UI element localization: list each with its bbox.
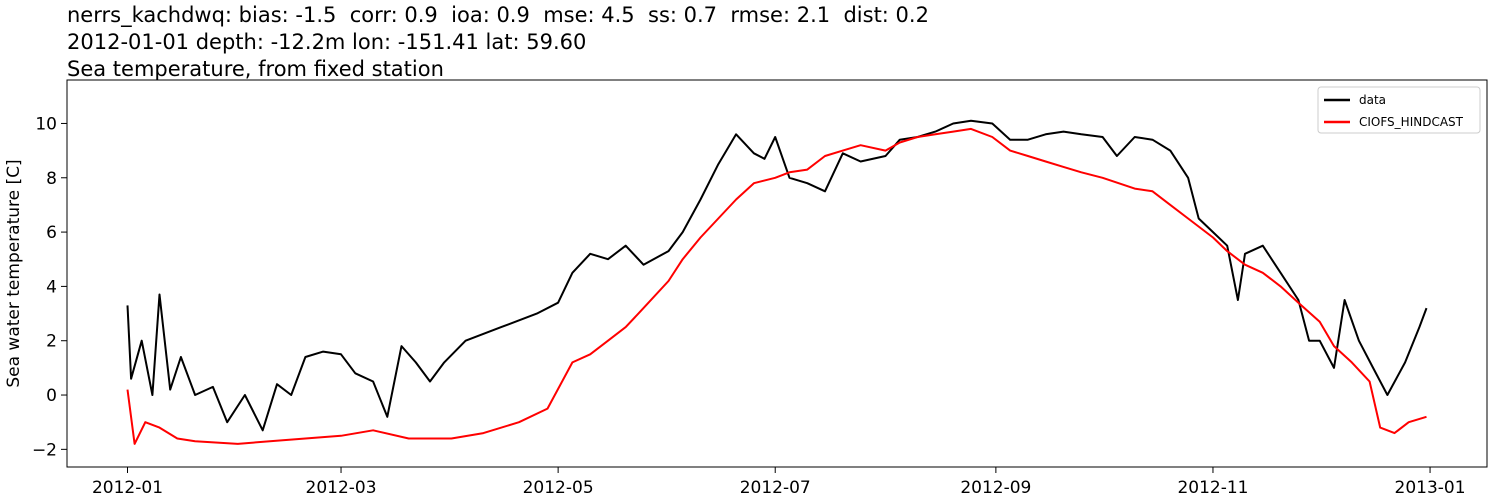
x-tick-label: 2012-05 [523,478,594,498]
legend-box [1317,86,1481,134]
plot-frame [66,79,1488,468]
series-layer [126,119,1428,445]
series-line-1 [126,127,1427,445]
y-tick-label: −2 [32,440,57,460]
series-line-0 [126,119,1428,432]
x-tick-label: 2012-09 [960,478,1031,498]
chart-title: nerrs_kachdwq: bias: -1.5 corr: 0.9 ioa:… [67,2,929,83]
y-tick-label: 8 [46,169,57,189]
legend-label: CIOFS_HINDCAST [1359,115,1464,129]
x-tick-label: 2012-03 [306,478,377,498]
legend: data CIOFS_HINDCAST [1317,86,1481,134]
y-tick-label: 4 [46,277,57,297]
y-tick-label: 0 [46,386,57,406]
y-tick-label: 2 [46,332,57,352]
y-tick-label: 10 [35,114,57,134]
x-tick-label: 2013-01 [1395,478,1466,498]
legend-label: data [1359,93,1386,107]
x-tick-label: 2012-01 [92,478,163,498]
y-axis-label: Sea water temperature [C] [4,159,24,387]
x-tick-label: 2012-11 [1177,478,1248,498]
title-line-stats: nerrs_kachdwq: bias: -1.5 corr: 0.9 ioa:… [67,3,929,27]
y-tick-label: 6 [46,223,57,243]
y-axis: −2 0 2 4 6 8 10 [32,114,67,460]
x-axis: 2012-01 2012-03 2012-05 2012-07 2012-09 2012-… [92,467,1466,498]
title-line-description: Sea temperature, from fixed station [67,57,444,81]
title-line-station: 2012-01-01 depth: -12.2m lon: -151.41 la… [67,30,587,54]
x-tick-label: 2012-07 [740,478,811,498]
